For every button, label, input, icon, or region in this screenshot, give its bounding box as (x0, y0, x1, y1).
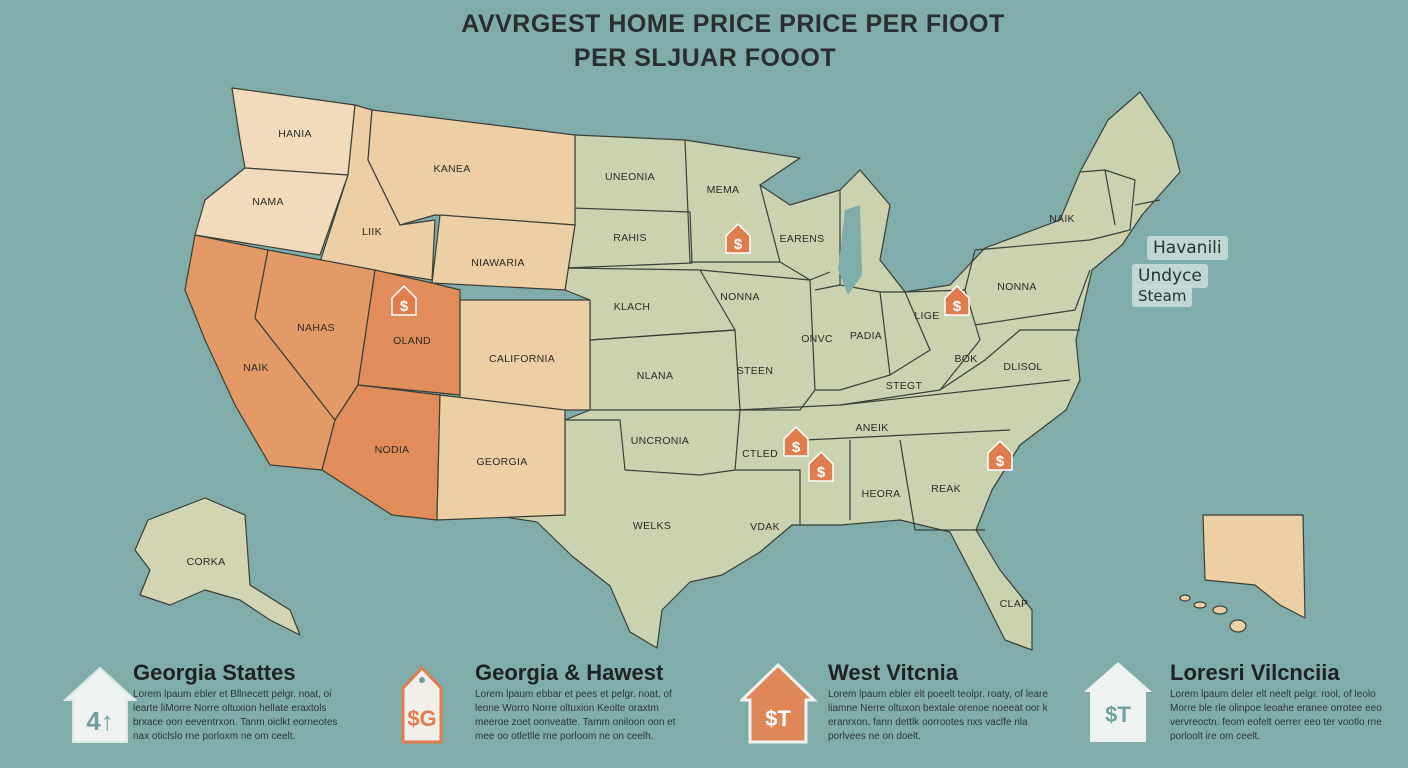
legend-item: 4↑ Georgia Stattes Lorem lpaum ebler et … (55, 660, 395, 760)
price-tag-icon: $G (401, 665, 443, 744)
price-tag-marker-icon: $ (783, 426, 809, 457)
label-iowa: NONNA (720, 291, 759, 303)
label-utah: OLAND (393, 335, 431, 347)
callout-label: Steam (1132, 285, 1193, 307)
legend-body: Lorem lpaum ebbar et pees et pelgr. noat… (475, 689, 676, 742)
label-missouri: STEEN (737, 365, 774, 377)
legend-item: $T West Vitcnia Lorem lpaum ebler elt po… (740, 660, 1080, 760)
price-tag-marker-icon: $ (725, 223, 751, 254)
region-green (491, 91, 1181, 651)
label-south-dakota: RAHIS (613, 232, 647, 244)
label-nevada: NAHAS (297, 322, 335, 334)
label-pennsylvania: NONNA (997, 281, 1036, 293)
lake-michigan (838, 205, 862, 295)
label-virginia: DLISOL (1003, 361, 1042, 373)
svg-text:4↑: 4↑ (86, 706, 113, 736)
label-arkansas: CTLED (742, 448, 778, 460)
state-new-mexico (436, 394, 566, 521)
white-house-icon: $T (1084, 662, 1152, 742)
label-georgia: REAK (931, 483, 961, 495)
label-north-dakota: UNEONIA (605, 171, 655, 183)
map-title-line2: PER SLJUAR FOOOT (573, 44, 837, 72)
legend-title: Georgia Stattes (133, 660, 296, 685)
svg-text:$: $ (400, 298, 409, 315)
label-tennessee: ANEIK (855, 422, 888, 434)
label-west-virginia: BOK (954, 353, 977, 365)
state-borders (564, 139, 1161, 531)
state-montana (367, 109, 576, 226)
label-ohio: LIGE (914, 310, 939, 322)
map-title-line1: AVVRGEST HOME PRICE PRICE PER FIOOT (461, 10, 1005, 38)
label-minnesota: MEMA (707, 184, 740, 196)
legend-item: $T Loresri Vilcnciia Lorem lpaum deler e… (1082, 660, 1408, 760)
state-oregon (194, 167, 349, 256)
label-idaho: LIIK (362, 226, 382, 238)
svg-text:$: $ (792, 439, 801, 456)
svg-text:$: $ (996, 453, 1005, 470)
label-kentucky: STEGT (886, 380, 923, 392)
label-nebraska: KLACH (614, 301, 651, 313)
label-new-york: NAIK (1049, 213, 1075, 225)
state-wyoming (431, 214, 576, 291)
legend-body: Lorem lpaum ebler elt poeelt teolpr. roa… (828, 689, 1048, 742)
label-texas: WELKS (633, 520, 671, 532)
legend-title: Georgia & Hawest (475, 660, 664, 685)
price-tag-marker-icon: $ (987, 440, 1013, 471)
state-colorado (459, 299, 591, 411)
label-alabama: HEORA (862, 488, 901, 500)
state-alaska (134, 497, 301, 636)
legend-title: Loresri Vilcnciia (1170, 660, 1340, 685)
state-hawaii (1202, 514, 1306, 619)
label-new-mexico: GEORGIA (476, 456, 527, 468)
label-washington: HANIA (278, 128, 312, 140)
price-tag-marker-icon: $ (944, 285, 970, 316)
label-oklahoma: UNCRONIA (631, 435, 689, 447)
svg-text:$: $ (953, 298, 962, 315)
svg-text:$T: $T (1105, 702, 1131, 727)
callout-label: Havanili (1147, 236, 1228, 260)
label-oregon: NAMA (252, 196, 284, 208)
label-louisiana: VDAK (750, 521, 780, 533)
label-alaska: CORKA (187, 556, 226, 568)
price-tag-marker-icon: $ (808, 451, 834, 482)
svg-text:$: $ (817, 464, 826, 481)
legend-item: $G Georgia & Hawest Lorem lpaum ebbar et… (395, 660, 735, 760)
label-california: NAIK (243, 362, 269, 374)
svg-text:$G: $G (407, 706, 436, 731)
label-wyoming: NIAWARIA (471, 257, 525, 269)
label-florida: CLAP (1000, 598, 1029, 610)
price-tag-marker-icon: $ (391, 285, 417, 316)
legend-body: Lorem lpaum ebler et Bllnecett pelgr. no… (133, 689, 338, 742)
label-montana: KANEA (433, 163, 470, 175)
house-icon: 4↑ (62, 666, 138, 743)
label-colorado: CALIFORNIA (489, 353, 555, 365)
callout-label: Undyce (1132, 264, 1208, 288)
legend-title: West Vitcnia (828, 660, 959, 685)
legend-body: Lorem lpaum deler elt neelt pelgr. rool,… (1170, 689, 1382, 742)
label-kansas: NLANA (637, 370, 674, 382)
label-arizona: NODIA (375, 444, 410, 456)
svg-text:$T: $T (765, 706, 791, 731)
label-indiana: PADIA (850, 330, 882, 342)
label-wisconsin: EARENS (780, 233, 825, 245)
state-utah (357, 269, 461, 396)
svg-text:$: $ (734, 236, 743, 253)
hawaii-islands (1179, 594, 1247, 633)
orange-house-icon: $T (740, 662, 818, 744)
label-illinois: ONVC (801, 333, 833, 345)
